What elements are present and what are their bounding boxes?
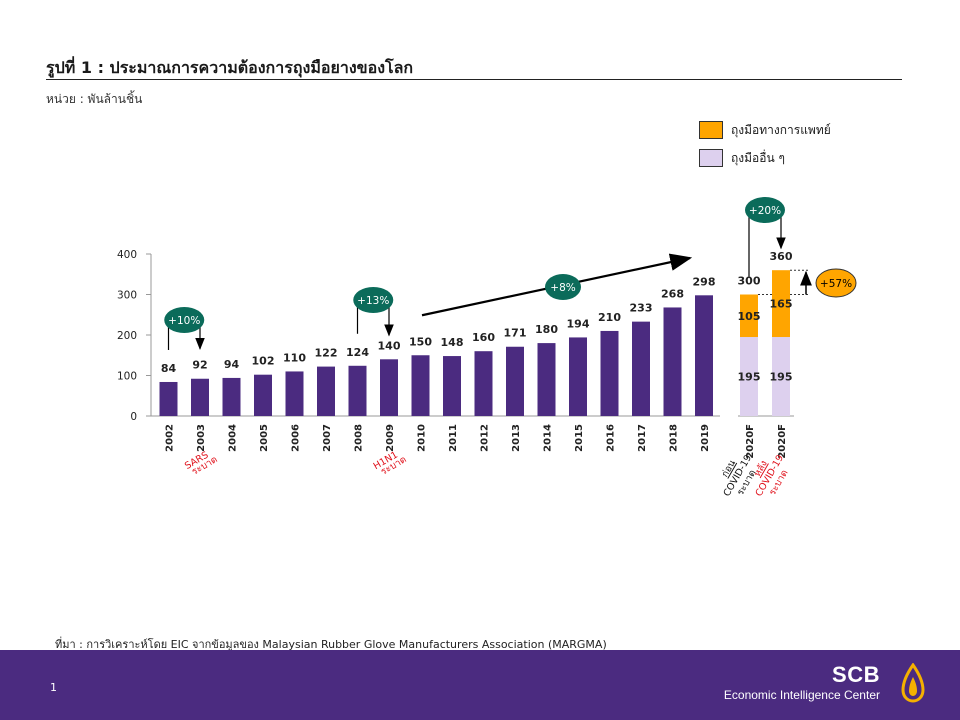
x-tick-label: 2010 [417,424,428,452]
bar-value-label: 122 [315,347,338,360]
x-tick-label: 2008 [354,424,365,452]
stack-value-label: 105 [738,310,761,323]
bar-value-label: 171 [504,327,527,340]
x-tick-label: 2014 [543,424,554,452]
y-tick-label: 100 [117,371,137,383]
x-tick-label: 2005 [259,424,270,452]
bar [191,378,209,416]
growth-badge-label: +8% [550,282,575,294]
growth-badge-label: +13% [357,295,389,307]
bar [159,381,178,416]
chart-title: รูปที่ 1 : ประมาณการความต้องการถุงมือยาง… [46,58,414,77]
bar-value-label: 92 [192,359,207,372]
bar-value-label: 150 [409,335,432,348]
legend-item-other: ถุงมืออื่น ๆ [699,148,831,168]
x-tick-label-forecast: 2020F [777,424,788,459]
bar-chart: 0 100 200 300 400 84 2002 92 2003 94 2004 102 2005 11… [117,197,857,498]
stack-value-label: 165 [770,298,793,311]
stack-segment-other [772,337,790,416]
x-tick-label: 2015 [574,424,585,452]
footer-bar: 1 SCB Economic Intelligence Center [0,650,960,720]
x-tick-label: 2003 [196,424,207,452]
legend-swatch-other [699,149,723,167]
source-note: ที่มา : การวิเคราะห์โดย EIC จากข้อมูลของ… [55,638,607,651]
bar-value-label: 124 [346,346,369,359]
bar [285,371,304,416]
bar [222,377,241,416]
bar [443,356,461,416]
x-tick-label: 2017 [637,424,648,452]
brand-block: SCB Economic Intelligence Center [724,662,880,702]
bar-value-label: 233 [630,302,653,315]
y-tick-label: 400 [117,249,137,261]
growth-badge [353,287,394,313]
bar-value-label: 110 [283,351,306,364]
forecast-total-label: 360 [770,250,793,263]
growth-badge [815,268,857,298]
bar [600,330,619,416]
legend: ถุงมือทางการแพทย์ ถุงมืออื่น ๆ [699,120,831,176]
stack-value-label: 195 [738,371,761,384]
brand-subtitle: Economic Intelligence Center [723,688,880,702]
bar [348,365,367,416]
bar-value-label: 160 [472,331,495,344]
bar [317,366,335,416]
bar-value-label: 180 [535,323,558,336]
bar [411,355,430,416]
bar-value-label: 194 [567,317,590,330]
x-tick-label: 2006 [291,424,302,452]
x-tick-label: 2009 [385,424,396,452]
title-divider [46,79,902,80]
y-tick-label: 300 [117,290,137,302]
bar-value-label: 102 [252,355,275,368]
y-tick-label: 0 [130,411,137,423]
stack-segment-medical [772,270,790,338]
bar [474,351,493,416]
x-tick-label-forecast: 2020F [745,424,756,459]
bar [695,295,713,416]
stack-value-label: 195 [770,371,793,384]
bar-value-label: 210 [598,311,621,324]
bar [506,346,524,416]
growth-badge [745,197,785,223]
bar [380,359,398,416]
x-tick-label: 2012 [480,424,491,452]
stack-segment-medical [740,294,758,338]
x-tick-label: 2004 [228,424,239,452]
bar-value-label: 298 [693,275,716,288]
unit-label: หน่วย : พันล้านชิ้น [46,92,143,106]
x-tick-label: 2007 [322,424,333,452]
growth-badge [545,274,581,300]
legend-swatch-medical [699,121,723,139]
brand-name: SCB [832,662,880,687]
x-tick-label: 2018 [669,424,680,452]
legend-label-medical: ถุงมือทางการแพทย์ [731,122,831,137]
bar [663,307,682,416]
bar-value-label: 148 [441,336,464,349]
x-tick-label: 2016 [606,424,617,452]
bar [569,337,587,416]
page-number: 1 [50,681,57,694]
bar-value-label: 268 [661,287,684,300]
bar-value-label: 84 [161,362,177,375]
bar [254,374,272,416]
y-tick-label: 200 [117,330,137,342]
x-tick-label: 2019 [700,424,711,452]
legend-item-medical: ถุงมือทางการแพทย์ [699,120,831,140]
growth-badge [164,307,205,333]
scb-logo-icon [901,663,925,703]
growth-badge-label: +10% [168,315,200,327]
bar-value-label: 140 [378,339,401,352]
stack-segment-other [740,337,758,416]
x-tick-label: 2011 [448,424,459,452]
bar-value-label: 94 [224,358,240,371]
bar [537,343,556,416]
legend-label-other: ถุงมืออื่น ๆ [731,150,785,165]
x-tick-label: 2013 [511,424,522,452]
x-tick-label: 2002 [165,424,176,452]
growth-badge-label: +57% [820,278,852,290]
growth-badge-label: +20% [749,205,781,217]
bar [632,321,650,416]
forecast-total-label: 300 [738,275,761,288]
